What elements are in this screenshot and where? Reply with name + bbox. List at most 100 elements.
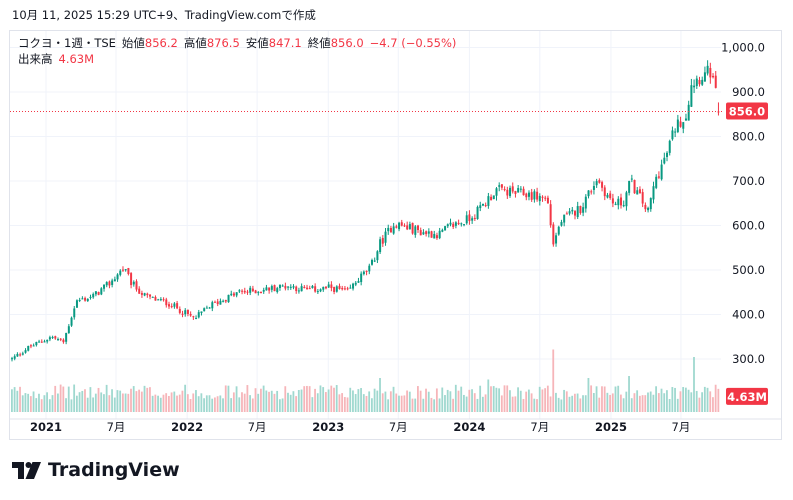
volume-bar — [620, 394, 622, 412]
candle-body — [251, 288, 254, 292]
volume-bar — [712, 397, 714, 412]
candle-body — [549, 204, 552, 226]
volume-bar — [417, 386, 419, 412]
candle-body — [649, 198, 652, 210]
candle-body — [151, 296, 154, 298]
candle-body — [468, 214, 471, 222]
candle-body — [292, 286, 295, 288]
candle-body — [333, 287, 336, 293]
volume-bar — [408, 391, 411, 412]
candle-body — [219, 300, 222, 305]
chart-frame[interactable]: 1,000.0 900.0 800.0 700.0 600.0 500.0 400.0 300… — [9, 30, 782, 440]
candle-body — [300, 286, 303, 292]
candle-body — [316, 291, 319, 293]
candle-body — [295, 286, 298, 292]
tradingview-logo[interactable]: TradingView — [12, 459, 180, 481]
volume-bar — [687, 389, 690, 412]
volume-bar — [167, 395, 170, 412]
volume-bar — [490, 386, 492, 412]
x-tick-label: 2023 — [312, 420, 344, 434]
volume-bar — [184, 384, 187, 412]
volume-bar — [24, 393, 27, 412]
candle-body — [533, 191, 536, 200]
candle-body — [241, 290, 244, 292]
volume-bar — [270, 390, 273, 412]
candle-body — [181, 313, 184, 315]
volume-bar — [143, 385, 146, 412]
volume-bar — [211, 398, 214, 412]
volume-bar — [65, 398, 67, 412]
tradingview-icon — [12, 461, 41, 479]
volume-bar — [241, 392, 243, 412]
volume-bar — [230, 398, 233, 412]
candle-body — [676, 119, 679, 132]
candle-body — [86, 298, 89, 301]
candle-body — [35, 341, 38, 346]
volume-bar — [487, 379, 490, 412]
candle-body — [238, 290, 241, 292]
candle-body — [192, 316, 195, 318]
volume-bar — [43, 395, 46, 412]
candle-body — [557, 226, 560, 235]
volume-bar — [235, 386, 238, 412]
candle-body — [197, 312, 200, 318]
volume-bar — [690, 392, 693, 412]
candle-body — [246, 291, 249, 293]
candle-body — [227, 294, 230, 303]
candle-body — [476, 206, 479, 220]
candle-body — [268, 287, 271, 291]
volume-bar — [216, 396, 219, 412]
candle-body — [573, 211, 576, 216]
candle-body — [568, 211, 571, 214]
low-label: 安値 — [245, 36, 269, 50]
volume-bar — [292, 391, 295, 412]
candle-body — [162, 299, 165, 301]
volume-bar — [647, 392, 649, 412]
volume-bar — [127, 393, 130, 412]
symbol-label[interactable]: コクヨ・1週・TSE — [18, 36, 116, 50]
volume-bar — [411, 398, 414, 412]
volume-bar — [549, 396, 552, 412]
candle-body — [498, 185, 501, 187]
candle-body — [84, 297, 87, 301]
volume-bar — [641, 395, 644, 412]
candle-body — [609, 193, 612, 199]
candle-body — [289, 286, 292, 288]
candle-body — [319, 289, 322, 292]
candle-body — [349, 287, 352, 289]
candle-body — [362, 271, 365, 275]
candle-body — [62, 339, 65, 343]
candle-body — [335, 286, 338, 292]
volume-bar — [533, 398, 536, 412]
volume-bar — [622, 398, 625, 412]
volume-bar — [113, 397, 116, 412]
candle-body — [51, 336, 54, 338]
candle-body — [392, 226, 395, 234]
volume-bar — [35, 398, 38, 412]
candle-body — [116, 274, 119, 280]
candle-body — [211, 302, 214, 309]
volume-bar — [592, 393, 595, 412]
volume-bar — [186, 394, 189, 412]
candle-body — [682, 122, 685, 129]
volume-bar — [452, 398, 454, 412]
candle-body — [273, 285, 276, 292]
volume-bar — [324, 392, 327, 412]
volume-bar — [94, 393, 97, 412]
volume-bar — [314, 388, 316, 412]
volume-bar — [67, 386, 70, 412]
volume-bar — [232, 392, 235, 412]
volume-bar — [503, 385, 506, 412]
candle-body — [70, 317, 73, 326]
candle-body — [668, 140, 671, 153]
candle-body — [387, 227, 390, 232]
chart-canvas[interactable]: 1,000.0 900.0 800.0 700.0 600.0 500.0 400.0 300… — [10, 31, 782, 440]
y-tick-label: 300.0 — [732, 352, 765, 366]
volume-bar — [105, 384, 108, 412]
volume-bar — [381, 393, 384, 412]
volume-bar — [682, 387, 685, 412]
volume-bar — [214, 397, 216, 412]
candle-body — [576, 206, 579, 217]
candle-body — [563, 214, 566, 223]
candle-body — [138, 288, 141, 294]
